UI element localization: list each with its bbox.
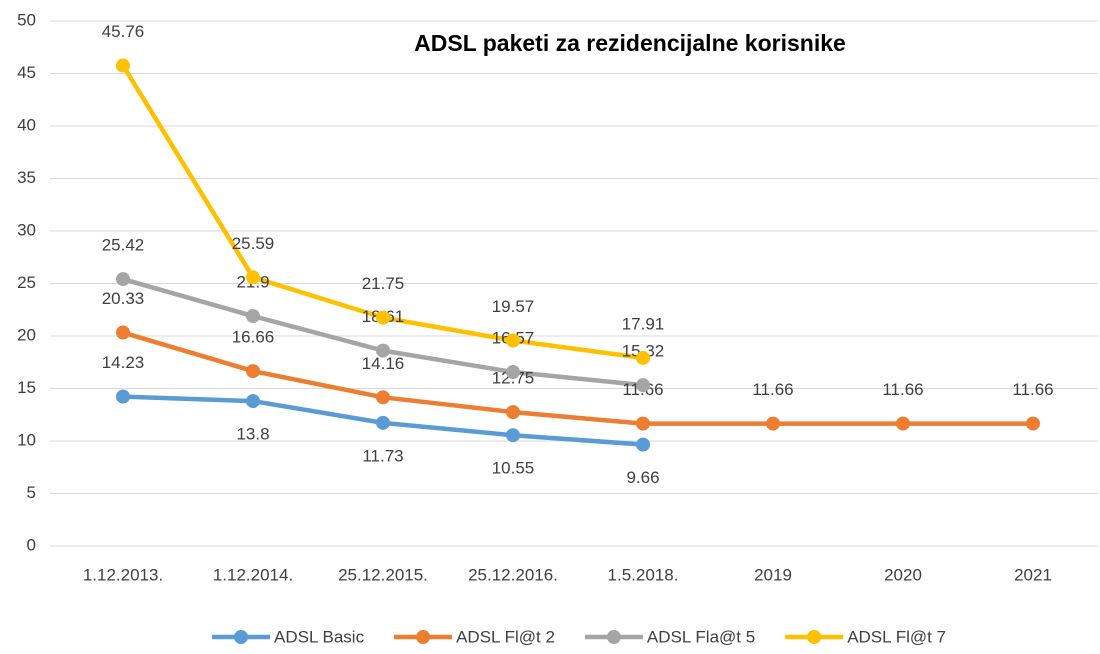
point-marker — [506, 405, 520, 420]
y-tick-label: 5 — [27, 483, 36, 502]
point-marker — [896, 416, 910, 431]
point-marker — [1026, 416, 1040, 431]
data-label: 45.76 — [102, 22, 145, 41]
x-tick-label: 1.5.2018. — [608, 565, 679, 584]
legend-label: ADSL Fla@t 5 — [647, 627, 755, 646]
point-marker — [376, 343, 390, 358]
legend-item: ADSL Fla@t 5 — [584, 627, 755, 646]
point-marker — [246, 270, 260, 285]
point-marker — [636, 437, 650, 452]
data-label: 11.66 — [752, 380, 793, 399]
data-label: 11.66 — [1012, 380, 1053, 399]
data-label: 16.66 — [232, 328, 275, 347]
point-marker — [766, 416, 780, 431]
data-label: 21.75 — [362, 274, 405, 293]
data-label: 19.57 — [492, 297, 535, 316]
legend-marker — [416, 630, 431, 644]
x-tick-label: 25.12.2015. — [338, 565, 428, 584]
legend-marker — [234, 630, 248, 644]
chart-title: ADSL paketi za rezidencijalne korisnike — [414, 30, 846, 56]
legend-label: ADSL Fl@t 2 — [456, 627, 555, 646]
series-line — [122, 330, 1033, 426]
data-label: 25.59 — [232, 234, 275, 253]
data-label: 25.42 — [102, 236, 145, 255]
point-marker — [116, 325, 130, 340]
legend-item: ADSL Basic — [212, 627, 365, 646]
point-marker — [116, 58, 130, 73]
data-label: 14.23 — [102, 353, 145, 372]
y-tick-label: 20 — [17, 325, 36, 344]
legend-marker — [807, 630, 822, 644]
legend-marker — [606, 630, 621, 644]
point-marker — [376, 310, 390, 325]
data-label: 14.16 — [362, 354, 405, 373]
point-marker — [246, 309, 260, 324]
point-marker — [506, 365, 520, 380]
y-tick-label: 25 — [17, 273, 36, 292]
data-label: 11.73 — [362, 446, 403, 465]
y-tick-label: 15 — [17, 378, 36, 397]
x-tick-label: 25.12.2016. — [468, 565, 558, 584]
data-label: 11.66 — [882, 380, 923, 399]
point-marker — [506, 333, 520, 348]
legend-item: ADSL Fl@t 2 — [394, 627, 555, 646]
point-marker — [116, 272, 130, 287]
point-marker — [636, 416, 650, 431]
point-marker — [636, 350, 650, 365]
y-tick-label: 10 — [17, 430, 36, 449]
data-label: 10.55 — [492, 459, 535, 478]
y-tick-label: 35 — [17, 168, 36, 187]
y-tick-label: 40 — [17, 115, 36, 134]
data-label: 9.66 — [626, 468, 659, 487]
point-marker — [636, 378, 650, 393]
data-label: 17.91 — [622, 314, 665, 333]
legend-item: ADSL Fl@t 7 — [785, 627, 946, 646]
x-tick-label: 1.12.2013. — [83, 565, 163, 584]
y-tick-label: 30 — [17, 220, 36, 239]
point-marker — [246, 394, 260, 409]
point-marker — [376, 390, 390, 405]
point-marker — [116, 389, 130, 404]
data-label: 20.33 — [102, 289, 145, 308]
point-marker — [376, 415, 390, 430]
y-tick-label: 50 — [17, 10, 36, 29]
y-tick-label: 45 — [17, 63, 36, 82]
x-tick-label: 1.12.2014. — [213, 565, 293, 584]
x-tick-label: 2020 — [884, 565, 922, 584]
y-tick-label: 0 — [27, 535, 36, 554]
legend-label: ADSL Fl@t 7 — [847, 627, 946, 646]
x-tick-label: 2019 — [754, 565, 792, 584]
x-tick-label: 2021 — [1014, 565, 1052, 584]
point-marker — [246, 364, 260, 379]
point-marker — [506, 428, 520, 443]
legend-label: ADSL Basic — [274, 627, 365, 646]
data-label: 13.8 — [236, 425, 269, 444]
